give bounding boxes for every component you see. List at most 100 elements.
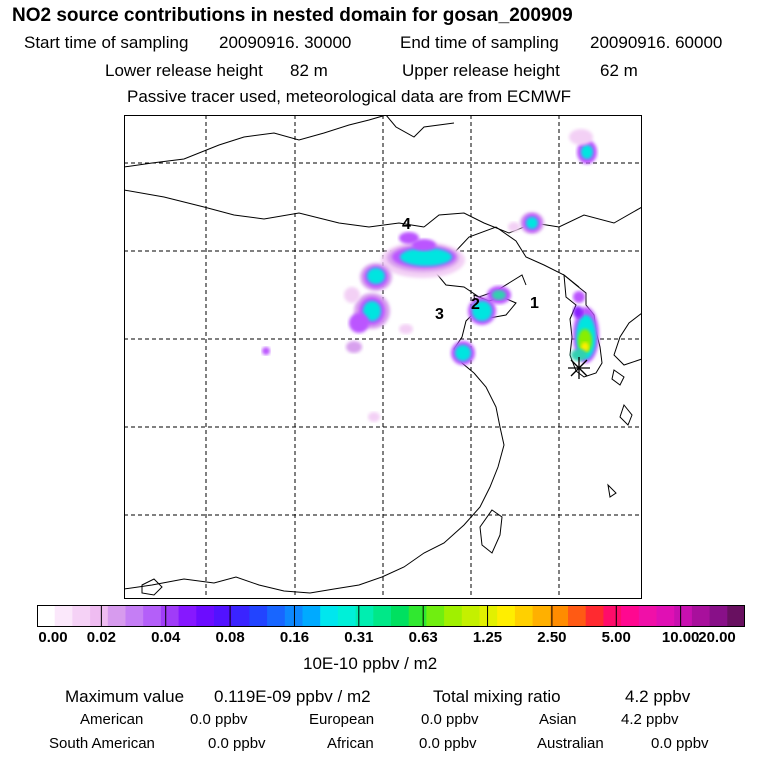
end-time-value: 20090916. 60000 bbox=[590, 33, 723, 52]
colorbar-cell bbox=[514, 605, 534, 627]
coast-south-china bbox=[124, 372, 505, 594]
plume-halo bbox=[399, 324, 413, 334]
region-south-american-label: South American bbox=[49, 735, 155, 752]
upper-release-label: Upper release height bbox=[402, 61, 560, 80]
plume-outer bbox=[346, 341, 362, 353]
region-european-value: 0.0 ppbv bbox=[421, 711, 479, 728]
colorbar-cell bbox=[54, 605, 73, 627]
plume-halo bbox=[368, 412, 380, 422]
region-label-4: 4 bbox=[402, 216, 411, 233]
asterisk-receptor-icon bbox=[568, 357, 590, 379]
coast-japan bbox=[613, 312, 642, 366]
plume-halo bbox=[569, 129, 593, 145]
start-time-value: 20090916. 30000 bbox=[219, 33, 352, 52]
region-australian-label: Australian bbox=[537, 735, 604, 752]
border-northeast bbox=[385, 115, 455, 138]
region-european-label: European bbox=[309, 711, 375, 728]
colorbar-cell bbox=[373, 605, 392, 627]
plume-mid bbox=[399, 232, 419, 244]
region-asian-value: 4.2 ppbv bbox=[621, 711, 679, 728]
region-label-3: 3 bbox=[435, 306, 444, 323]
plume-core bbox=[400, 248, 452, 266]
region-african-value: 0.0 ppbv bbox=[419, 735, 477, 752]
border-inner bbox=[124, 189, 425, 228]
colorbar-cell bbox=[550, 605, 569, 627]
colorbar-cell bbox=[727, 605, 745, 627]
map-panel: 4 2 3 1 bbox=[124, 115, 642, 599]
coast-hainan bbox=[141, 578, 163, 596]
colorbar-tick-label: 20.00 bbox=[698, 629, 736, 646]
colorbar-cell bbox=[284, 605, 303, 627]
colorbar-cell bbox=[408, 605, 427, 627]
map-frame bbox=[124, 115, 642, 599]
colorbar-cell bbox=[461, 605, 480, 627]
region-african-label: African bbox=[327, 735, 374, 752]
colorbar-cell bbox=[143, 605, 162, 627]
border-north bbox=[124, 115, 387, 168]
max-value: 0.119E-09 ppbv / m2 bbox=[214, 687, 371, 706]
total-mixing-label: Total mixing ratio bbox=[433, 687, 561, 706]
plume-mid bbox=[262, 347, 270, 355]
colorbar-cell bbox=[568, 605, 587, 627]
max-value-label: Maximum value bbox=[65, 687, 185, 706]
colorbar-cell bbox=[691, 605, 711, 627]
region-label-1: 1 bbox=[530, 295, 539, 312]
region-american-label: American bbox=[80, 711, 144, 728]
plume-layer bbox=[262, 129, 599, 422]
region-asian-label: Asian bbox=[539, 711, 577, 728]
colorbar-cell bbox=[355, 605, 374, 627]
region-label-2: 2 bbox=[471, 296, 480, 313]
plume-core bbox=[455, 345, 471, 361]
colorbar-cell bbox=[178, 605, 197, 627]
lower-release-label: Lower release height bbox=[105, 61, 263, 80]
colorbar-cell bbox=[125, 605, 144, 627]
plume-halo bbox=[508, 222, 520, 232]
end-time-label: End time of sampling bbox=[400, 33, 559, 52]
colorbar-cell bbox=[37, 605, 56, 627]
colorbar-cell bbox=[90, 605, 109, 627]
plume-core bbox=[472, 301, 492, 321]
colorbar-cell bbox=[160, 605, 180, 627]
plume-peak bbox=[581, 342, 589, 352]
lat-lon-grid bbox=[124, 115, 642, 599]
colorbar-tick-label: 0.16 bbox=[279, 629, 310, 646]
colorbar-tick-label: 0.31 bbox=[344, 629, 374, 646]
colorbar-tick-label: 0.02 bbox=[86, 629, 116, 646]
coastlines bbox=[124, 115, 642, 596]
colorbar-cell bbox=[214, 605, 233, 627]
plume-core bbox=[571, 349, 587, 361]
plume-core bbox=[492, 290, 506, 300]
colorbar-tick-label: 0.04 bbox=[151, 629, 181, 646]
colorbar-cell bbox=[479, 605, 498, 627]
colorbar-cell bbox=[320, 605, 339, 627]
colorbar-cell bbox=[497, 605, 516, 627]
colorbar-cell bbox=[267, 605, 286, 627]
colorbar-tick-label: 0.08 bbox=[215, 629, 245, 646]
region-australian-value: 0.0 ppbv bbox=[651, 735, 709, 752]
colorbar-cell bbox=[656, 605, 675, 627]
plot-title: NO2 source contributions in nested domai… bbox=[12, 5, 573, 26]
colorbar-cell bbox=[72, 605, 91, 627]
colorbar-cell bbox=[603, 605, 622, 627]
plume-halo bbox=[344, 287, 360, 303]
coast-taiwan bbox=[479, 509, 503, 554]
colorbar-tick-label: 0.00 bbox=[38, 629, 68, 646]
colorbar-cell bbox=[337, 605, 357, 627]
plume-mid bbox=[573, 306, 583, 318]
colorbar-tick-label: 10.00 bbox=[661, 629, 700, 646]
region-south-american-value: 0.0 ppbv bbox=[208, 735, 266, 752]
colorbar-cell bbox=[302, 605, 321, 627]
plume-core bbox=[581, 145, 593, 159]
colorbar-tick-label: 0.63 bbox=[408, 629, 438, 646]
colorbar-cell bbox=[391, 605, 410, 627]
tracer-note: Passive tracer used, meteorological data… bbox=[127, 87, 572, 106]
region-american-value: 0.0 ppbv bbox=[190, 711, 248, 728]
colorbar-unit: 10E-10 ppbv / m2 bbox=[303, 654, 438, 673]
colorbar-cell bbox=[444, 605, 463, 627]
coast-korea bbox=[563, 273, 603, 378]
total-mixing-value: 4.2 ppbv bbox=[625, 687, 691, 706]
colorbar-tick-label: 1.25 bbox=[472, 629, 503, 646]
colorbar-cell bbox=[249, 605, 268, 627]
lower-release-value: 82 m bbox=[290, 61, 328, 80]
plume-core bbox=[363, 301, 381, 321]
